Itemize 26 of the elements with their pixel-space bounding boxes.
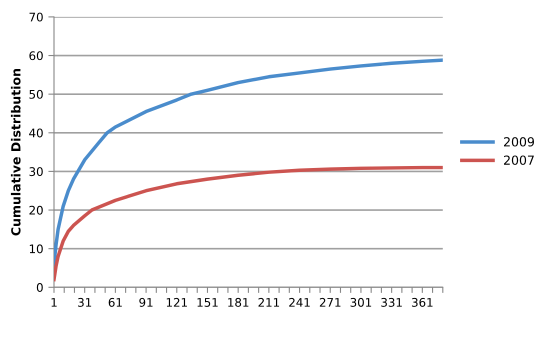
x-tick-label: 271 [320,298,340,307]
x-tick-label: 361 [412,298,433,307]
y-tick-label: 70 [30,12,43,22]
y-tick-label: 20 [29,206,43,215]
x-tick-label: 211 [258,298,280,307]
x-tick-label: 241 [289,298,310,307]
y-tick-label: 10 [30,244,43,254]
line-series [54,58,443,266]
x-tick-label: 31 [78,298,92,307]
y-tick-label: 40 [29,128,43,138]
x-tick-label: 181 [228,298,248,307]
x-tick-label: 151 [198,298,218,307]
legend-label: 2007 [504,155,534,165]
y-tick-label: 60 [29,51,43,60]
x-tick-label: 91 [139,298,153,307]
line-series [54,166,443,282]
x-tick-label: 61 [108,298,122,307]
legend-label: 2009 [504,137,534,147]
x-tick-label: 331 [381,298,402,307]
x-tick-label: 121 [166,298,187,307]
x-tick-label: 301 [350,298,372,307]
y-tick-label: 50 [29,90,43,99]
x-tick-label: 1 [52,298,57,307]
y-tick-label: 30 [29,167,43,176]
y-axis-title: Cumulative Distribution [10,69,21,236]
y-tick-label: 0 [36,283,43,292]
